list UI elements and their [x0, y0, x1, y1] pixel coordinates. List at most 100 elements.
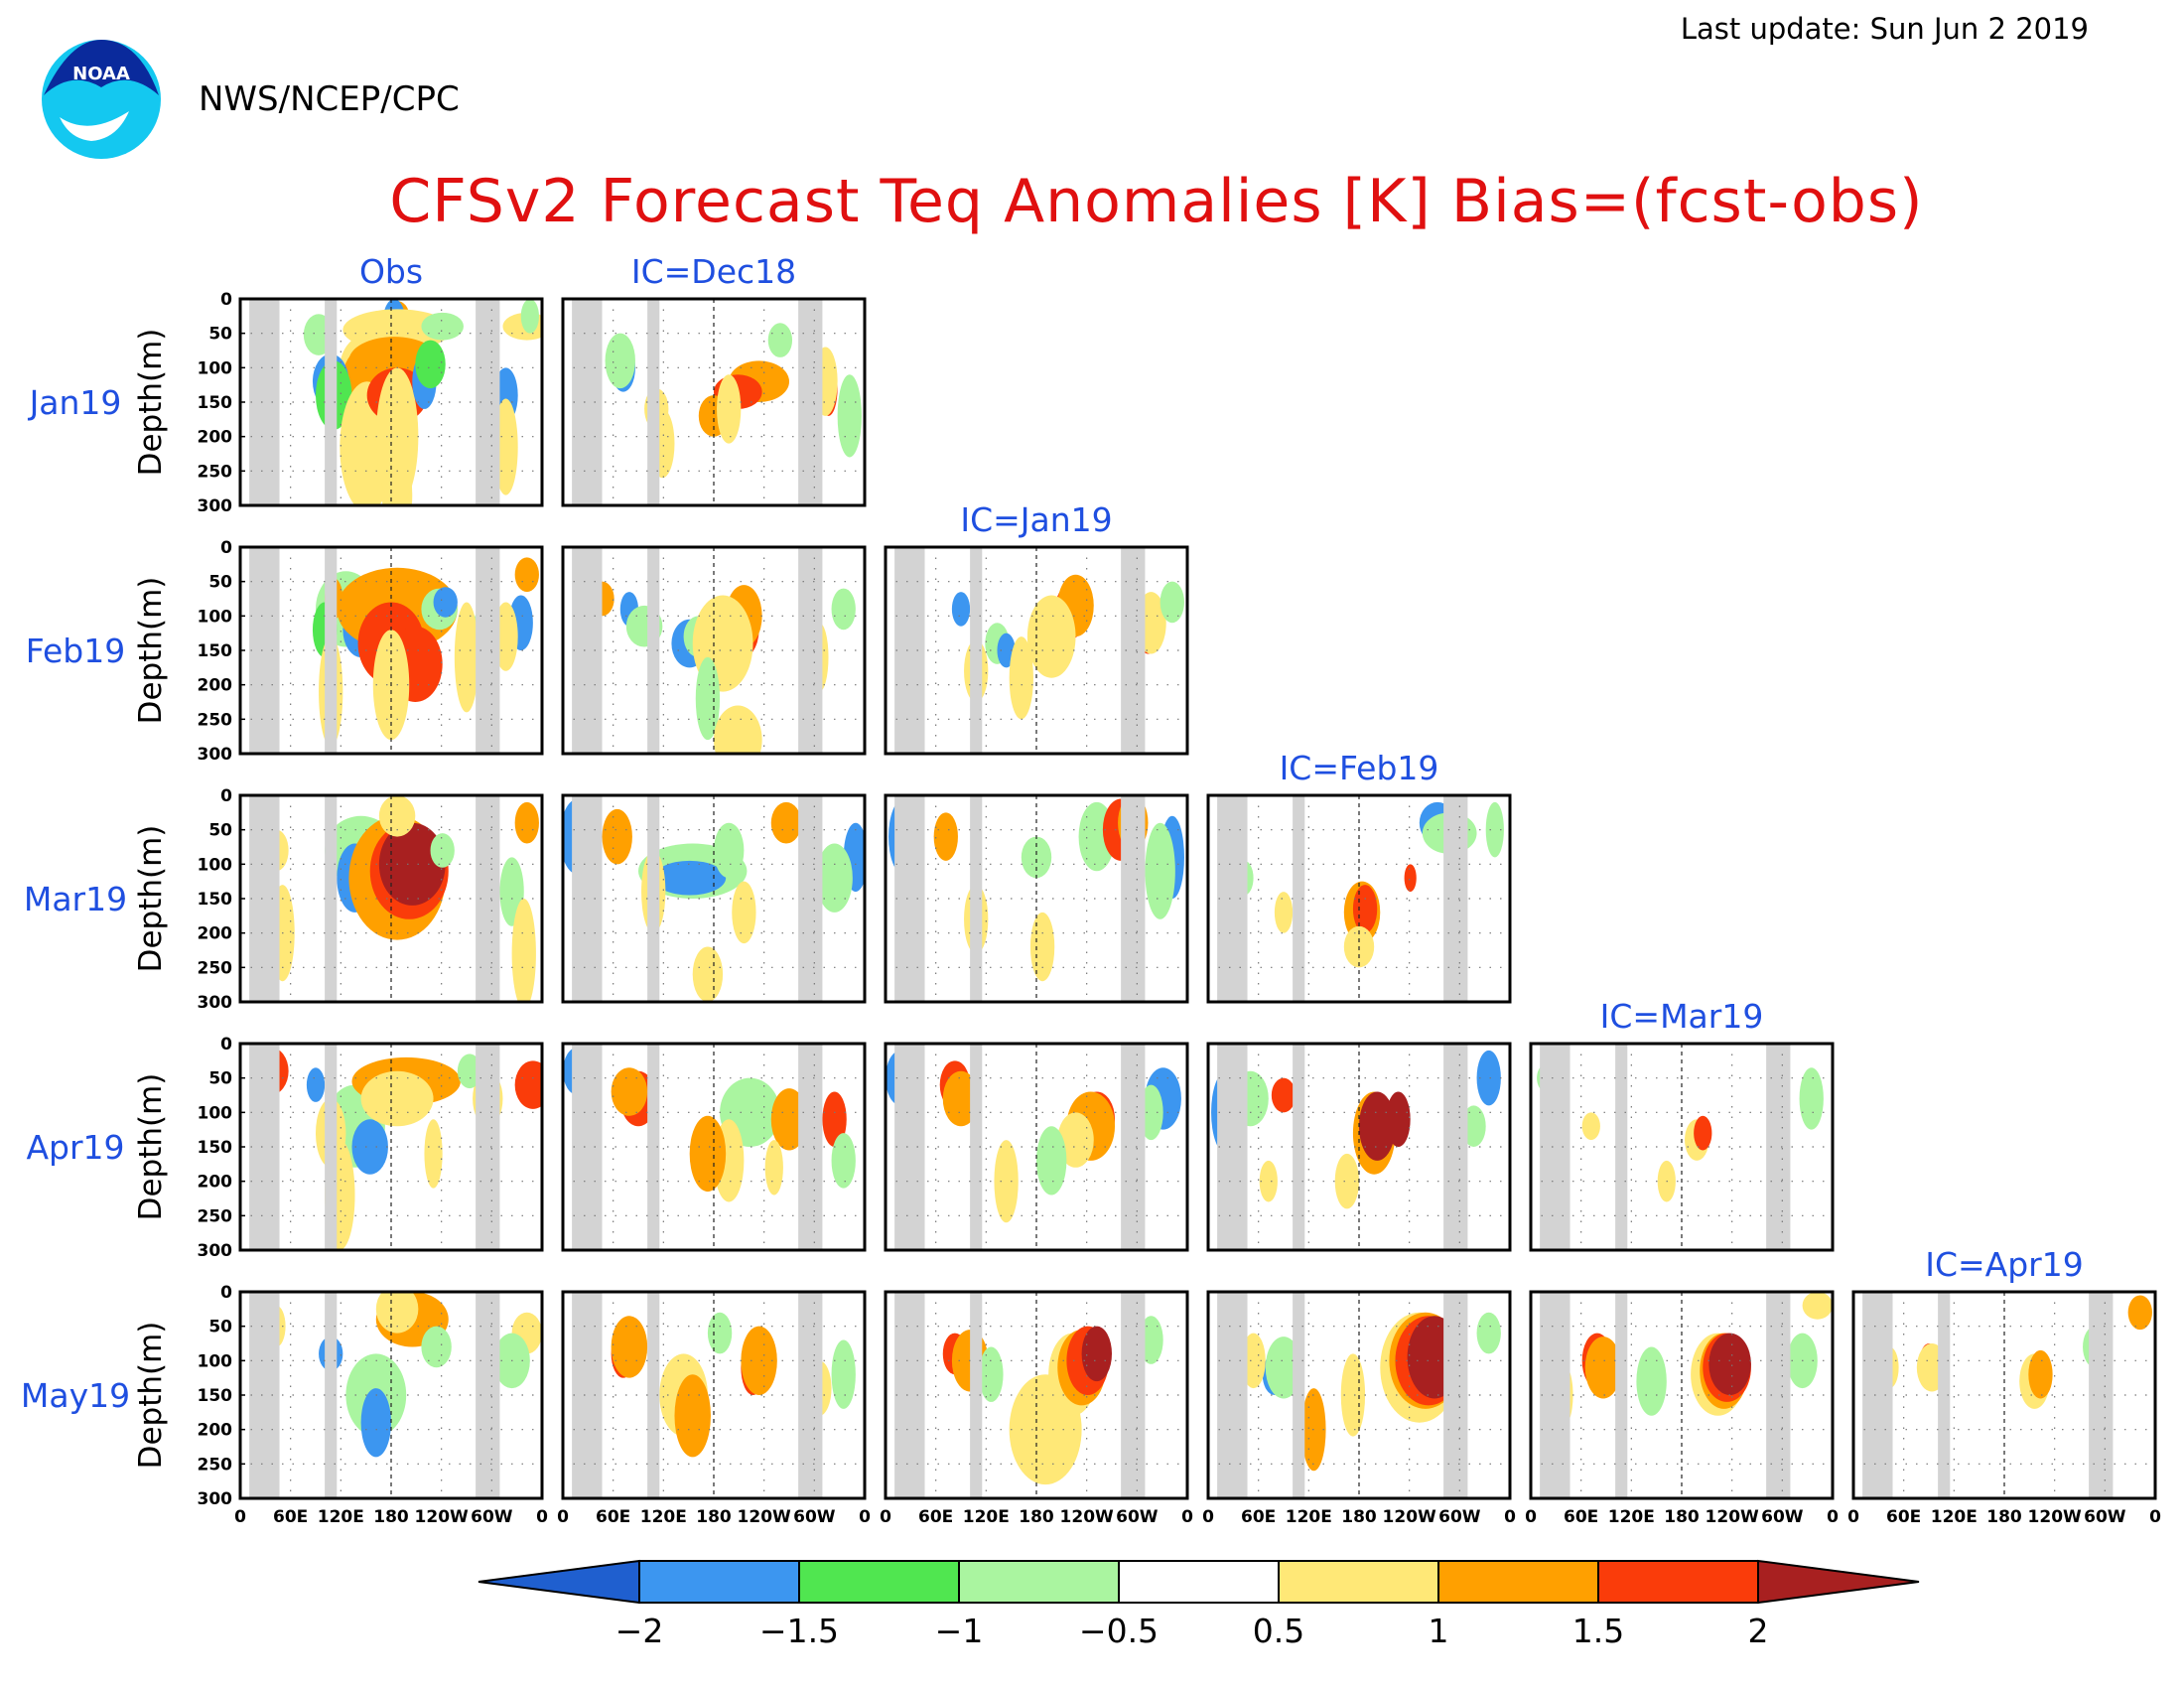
- heatmap-panel: [1206, 1042, 1512, 1252]
- anomaly-region: [611, 1316, 648, 1378]
- heatmap-panel: IC=Jan19: [884, 500, 1189, 756]
- y-tick-label: 300: [198, 745, 233, 765]
- y-tick-label: 200: [198, 1421, 233, 1441]
- y-tick-label: 100: [198, 358, 233, 378]
- anomaly-region: [1476, 1312, 1501, 1354]
- y-tick-label: 100: [198, 1351, 233, 1371]
- y-tick-label: 50: [208, 325, 232, 345]
- land-mask: [572, 1044, 603, 1250]
- y-tick-label: 0: [220, 538, 232, 558]
- anomaly-region: [1799, 1067, 1824, 1130]
- y-tick-label: 0: [220, 1035, 232, 1055]
- anomaly-region: [1036, 1126, 1067, 1196]
- colorbar-tick-label: 1: [1429, 1612, 1449, 1650]
- anomaly-region: [831, 588, 856, 631]
- anomaly-region: [1057, 1112, 1094, 1168]
- x-tick-label: 180: [1019, 1507, 1054, 1527]
- y-tick-label: 0: [220, 1283, 232, 1303]
- heatmap-panel: [884, 793, 1189, 1004]
- panel-frame: [561, 1042, 867, 1252]
- anomaly-region: [714, 705, 762, 754]
- anomaly-region: [520, 299, 539, 334]
- land-mask: [1443, 795, 1468, 1002]
- x-tick-label: 180: [1664, 1507, 1700, 1527]
- x-tick-label: 60W: [2084, 1507, 2126, 1527]
- colorbar-arrow-high: [1757, 1559, 1920, 1605]
- x-tick-label: 60E: [1241, 1507, 1276, 1527]
- land-mask: [798, 795, 823, 1002]
- panel-frame: [561, 793, 867, 1004]
- anomaly-region: [994, 1140, 1019, 1223]
- y-tick-label: 200: [198, 924, 233, 944]
- y-tick-label: 100: [198, 1103, 233, 1123]
- anomaly-region: [692, 946, 724, 1002]
- x-tick-label: 60E: [918, 1507, 953, 1527]
- anomaly-region: [674, 1374, 711, 1458]
- panel-frame: [884, 545, 1189, 756]
- y-tick-label: 200: [198, 676, 233, 696]
- land-mask: [249, 299, 280, 505]
- x-tick-label: 0: [880, 1507, 891, 1527]
- noaa-logo: NOAA: [42, 40, 161, 159]
- y-tick-label: 50: [208, 821, 232, 841]
- land-mask: [249, 795, 280, 1002]
- land-mask: [1540, 1292, 1570, 1498]
- anomaly-region: [351, 1119, 388, 1175]
- y-axis-label: Depth(m): [133, 1322, 169, 1470]
- heatmap-panel: IC=Feb19: [1206, 749, 1512, 1004]
- anomaly-region: [837, 374, 862, 458]
- colorbar-swatch: [958, 1560, 1120, 1604]
- land-mask: [894, 1292, 925, 1498]
- land-mask: [970, 1292, 983, 1498]
- x-tick-label: 120E: [1931, 1507, 1978, 1527]
- anomaly-region: [1694, 1115, 1712, 1151]
- row-label: Mar19: [24, 880, 127, 918]
- x-tick-label: 120W: [2028, 1507, 2082, 1527]
- y-tick-label: 150: [198, 1386, 233, 1406]
- panel-frame: [561, 545, 867, 756]
- land-mask: [647, 1292, 660, 1498]
- land-mask: [894, 547, 925, 754]
- y-tick-label: 300: [198, 993, 233, 1013]
- anomaly-region: [514, 1060, 542, 1109]
- heatmap-panel: 0 60E 120E 180 120W 60W 0: [880, 1290, 1193, 1527]
- y-tick-label: 150: [198, 393, 233, 413]
- colorbar: −2 −1.5 −1 −0.5 0.5 1 1.5 2: [478, 1559, 1920, 1650]
- x-tick-label: 120W: [1383, 1507, 1436, 1527]
- x-tick-label: 0: [536, 1507, 548, 1527]
- heatmap-panel: 0 60E 120E 180 120W 60W 0: [1202, 1290, 1516, 1527]
- x-tick-label: 0: [1847, 1507, 1859, 1527]
- land-mask: [1615, 1292, 1628, 1498]
- anomaly-region: [767, 323, 793, 357]
- land-mask: [798, 1044, 823, 1250]
- y-tick-label: 100: [198, 855, 233, 875]
- land-mask: [970, 795, 983, 1002]
- heatmap-panel: [561, 793, 867, 1004]
- row-label: Jan19: [28, 383, 122, 422]
- panel-frame: [1529, 1042, 1835, 1252]
- land-mask: [1443, 1292, 1468, 1498]
- land-mask: [325, 1044, 338, 1250]
- y-tick-label: 300: [198, 1489, 233, 1509]
- land-mask: [647, 1044, 660, 1250]
- x-tick-label: 0: [2149, 1507, 2161, 1527]
- x-tick-label: 180: [696, 1507, 732, 1527]
- anomaly-region: [1485, 801, 1504, 858]
- heatmap-panel: 0 50 100 150 200 250 300 Depth(m) Jan19 Obs: [28, 252, 544, 516]
- panel-frame: [1851, 1290, 2157, 1500]
- row-label: May19: [21, 1376, 130, 1415]
- anomaly-region: [375, 1292, 419, 1334]
- anomaly-region: [1334, 1153, 1359, 1209]
- panel-frame: [561, 1290, 867, 1500]
- land-mask: [325, 1292, 338, 1498]
- y-tick-label: 250: [198, 958, 233, 978]
- anomaly-region: [831, 1339, 856, 1409]
- colorbar-swatch: [1118, 1560, 1280, 1604]
- colorbar-tick-label: −1.5: [759, 1612, 839, 1650]
- land-mask: [476, 1292, 500, 1498]
- x-tick-label: 60W: [793, 1507, 836, 1527]
- anomaly-region: [360, 1070, 434, 1127]
- column-title: IC=Feb19: [1280, 749, 1439, 787]
- anomaly-region: [1636, 1346, 1667, 1416]
